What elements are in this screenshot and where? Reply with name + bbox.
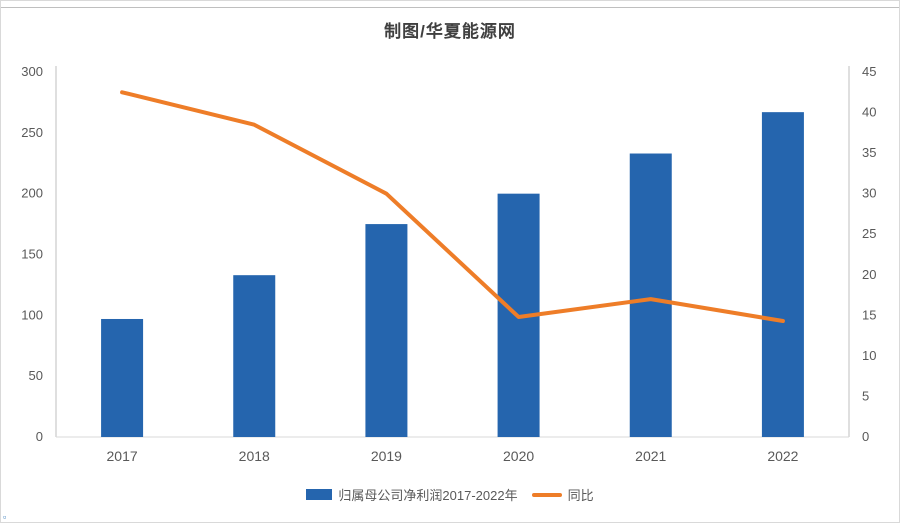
right-axis-tick-label: 10 [862,348,876,363]
right-axis-tick-label: 5 [862,388,869,403]
x-axis-category-label: 2022 [767,448,798,464]
legend-line-label: 同比 [567,488,594,503]
x-axis-category-label: 2021 [635,448,666,464]
corner-artifact: ▫ [3,512,7,522]
left-axis-tick-label: 250 [21,125,43,140]
chart-legend: 归属母公司净利润2017-2022年 同比 [1,485,899,504]
right-axis-tick-label: 30 [862,186,876,201]
top-border-rule [1,7,899,8]
right-axis-tick-label: 35 [862,145,876,160]
right-axis-tick-label: 25 [862,226,876,241]
left-axis-tick-label: 200 [21,186,43,201]
bar-series-swatch-icon [306,489,333,500]
left-axis-tick-label: 0 [36,429,43,444]
bar-2018 [233,275,276,437]
bar-2017 [101,318,144,437]
x-axis-category-label: 2018 [239,448,270,464]
legend-item-line: 同比 [531,485,594,504]
right-axis-tick-label: 45 [862,64,876,79]
x-axis-category-label: 2017 [107,448,138,464]
left-axis-tick-label: 300 [21,64,43,79]
right-axis-tick-label: 20 [862,267,876,282]
legend-item-bar: 归属母公司净利润2017-2022年 [306,485,518,504]
line-series-swatch-icon [531,492,562,497]
chart-title: 制图/华夏能源网 [384,22,516,41]
legend-bar-label: 归属母公司净利润2017-2022年 [338,488,518,503]
left-axis-tick-label: 50 [29,368,43,383]
line-series-path [120,90,785,324]
right-axis-tick-label: 40 [862,105,876,120]
bar-2022 [761,112,804,438]
left-axis-tick-label: 150 [21,247,43,262]
bar-2019 [365,224,408,437]
left-axis-tick-label: 100 [21,307,43,322]
right-axis-tick-label: 15 [862,307,876,322]
x-axis-category-label: 2020 [503,448,534,464]
right-axis-tick-label: 0 [862,429,869,444]
bar-2021 [629,153,672,437]
x-axis-category-label: 2019 [371,448,402,464]
